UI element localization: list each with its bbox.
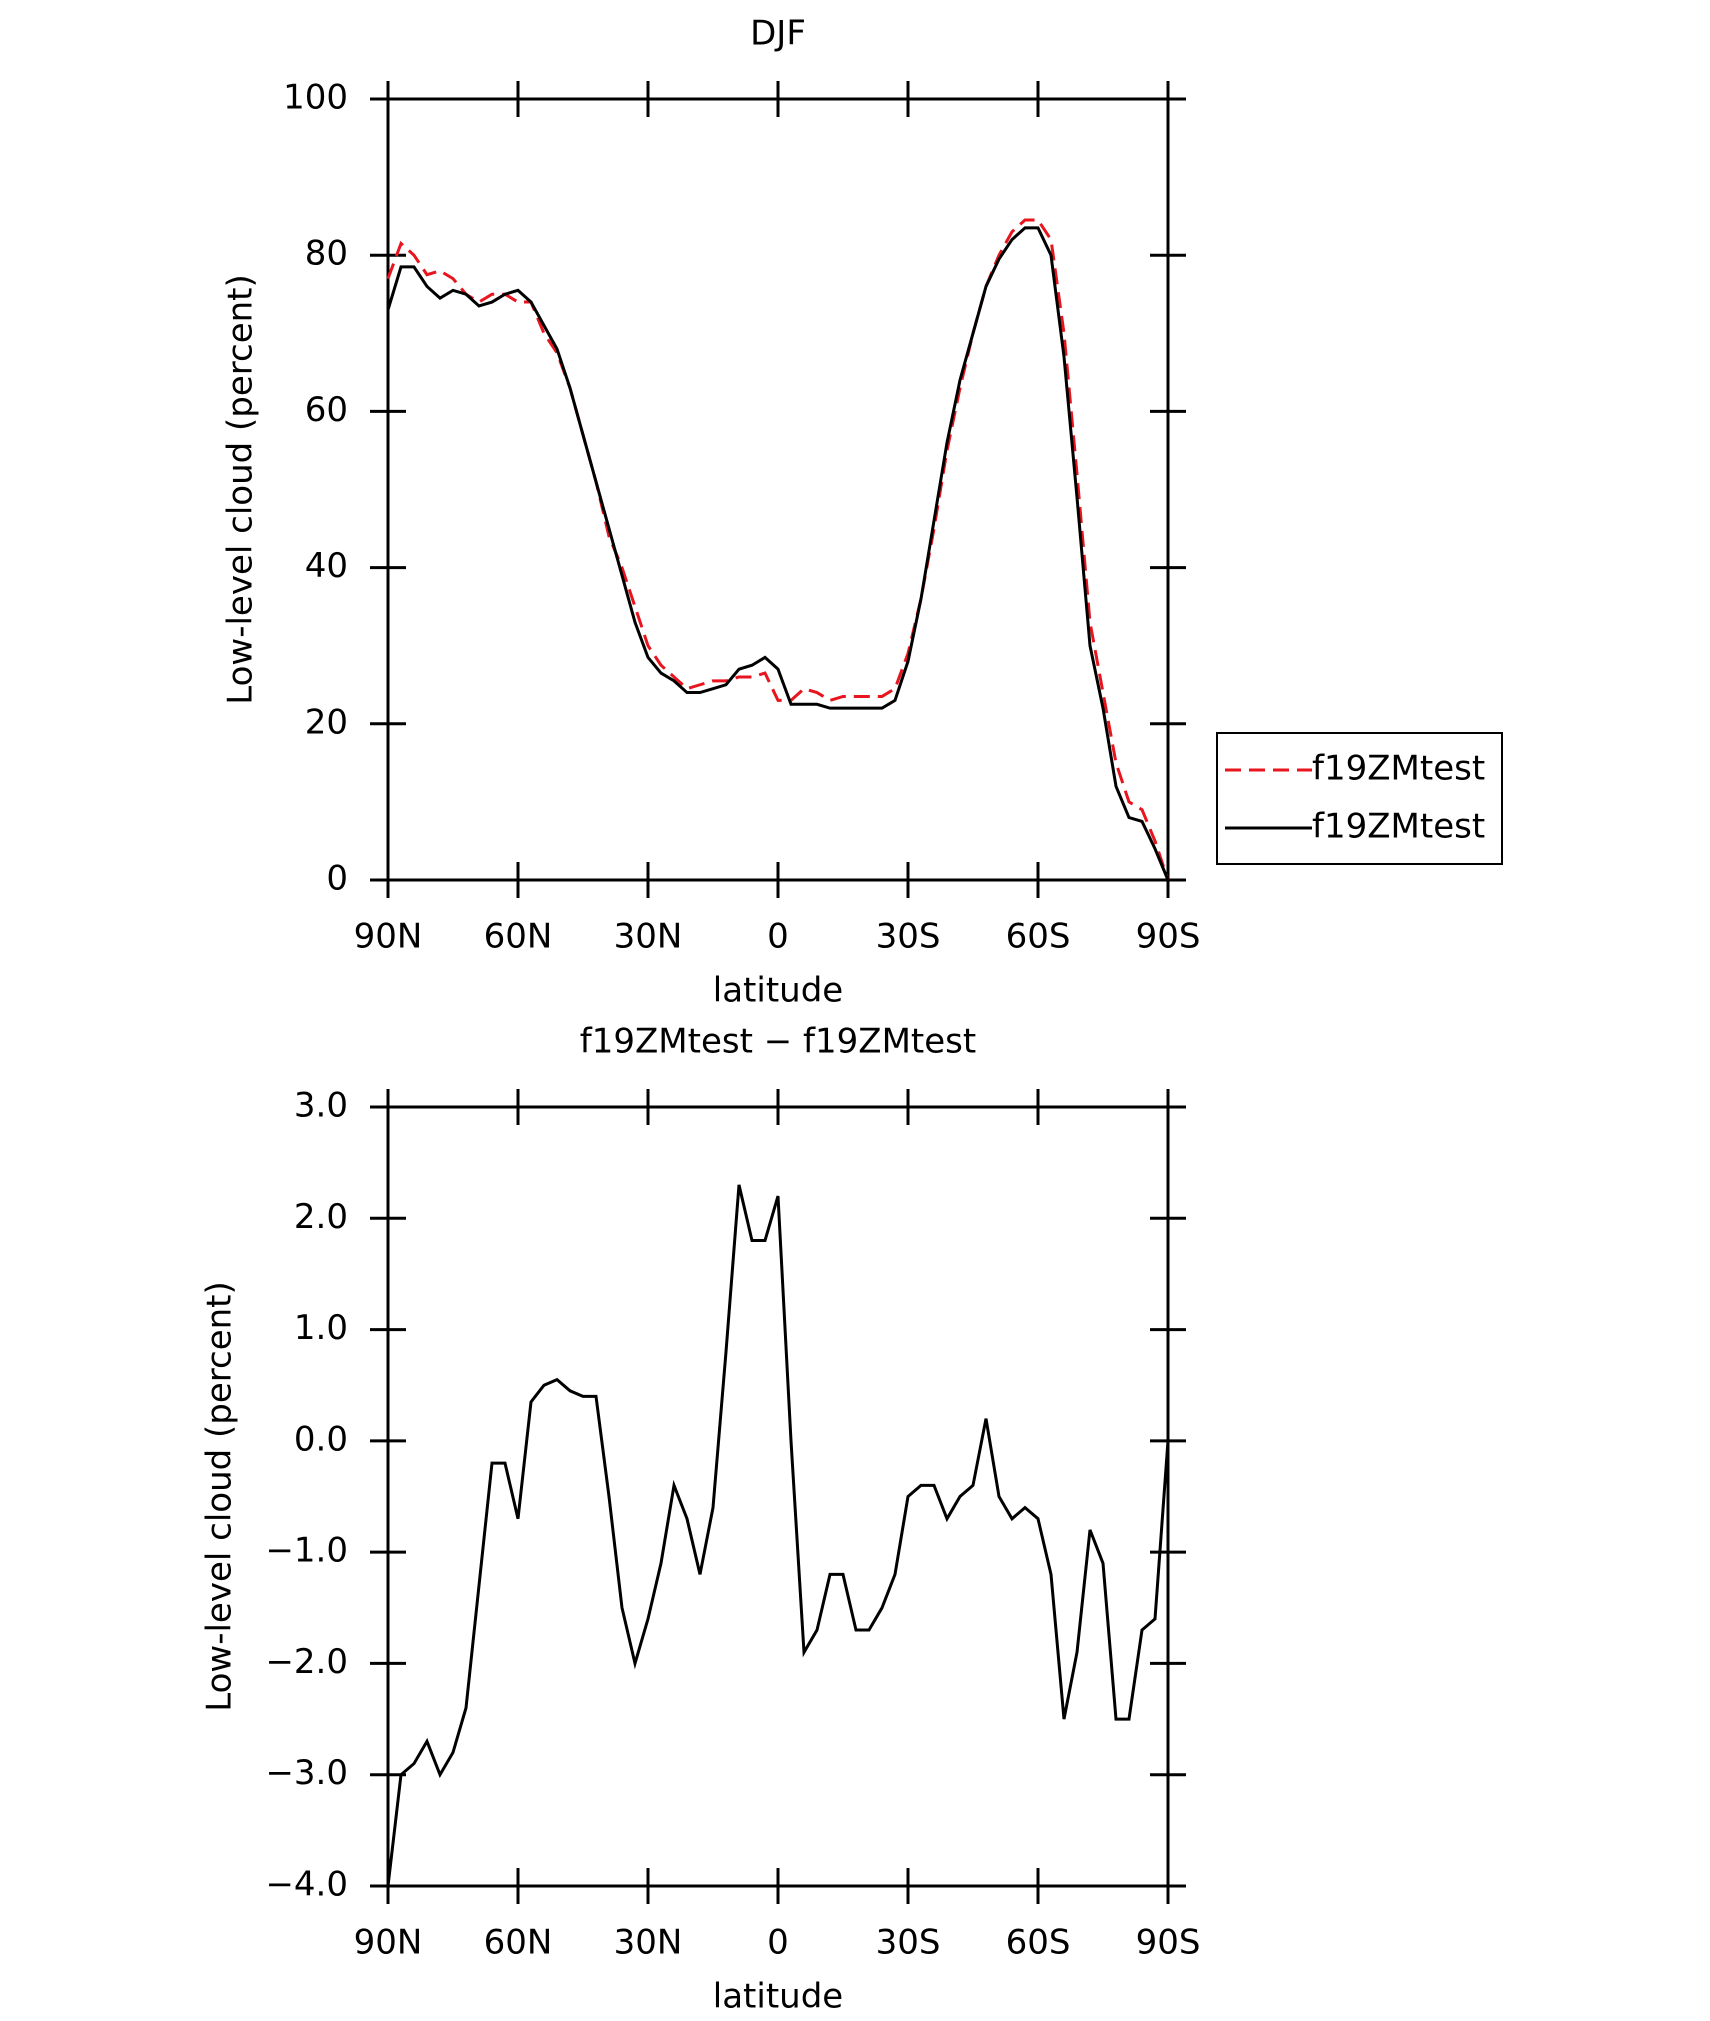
plot-frame (386, 97, 1170, 882)
y-axis-label: Low-level cloud (percent) (200, 1281, 240, 1712)
legend-label: f19ZMtest (1312, 807, 1485, 847)
legend-box (1216, 732, 1503, 865)
x-tick-label: 30N (614, 1923, 683, 1963)
chart-title: DJF (750, 14, 806, 54)
y-tick-label: 60 (305, 390, 348, 430)
x-tick-label: 90S (1136, 1923, 1201, 1963)
y-axis-label: Low-level cloud (percent) (221, 274, 261, 705)
x-tick-label: 90N (354, 917, 423, 957)
y-tick-label: −3.0 (265, 1753, 348, 1793)
y-tick-label: 100 (283, 78, 348, 118)
y-tick-label: 40 (305, 546, 348, 586)
x-tick-label: 0 (767, 917, 789, 957)
x-tick-label: 90S (1136, 917, 1201, 957)
y-tick-label: 20 (305, 702, 348, 742)
x-tick-label: 30N (614, 917, 683, 957)
x-tick-label: 30S (876, 917, 941, 957)
legend-label: f19ZMtest (1312, 749, 1485, 789)
y-tick-label: 0.0 (294, 1419, 348, 1459)
x-tick-label: 60N (484, 917, 553, 957)
chart-title: f19ZMtest − f19ZMtest (580, 1022, 976, 1062)
x-tick-label: 30S (876, 1923, 941, 1963)
data-line (386, 218, 1170, 881)
x-tick-label: 0 (767, 1923, 789, 1963)
y-tick-label: −2.0 (265, 1642, 348, 1682)
y-tick-label: −1.0 (265, 1531, 348, 1571)
data-line (386, 1184, 1170, 1887)
y-tick-label: 1.0 (294, 1308, 348, 1348)
y-tick-label: 2.0 (294, 1197, 348, 1237)
x-axis-label: latitude (713, 1977, 843, 2017)
x-tick-label: 60N (484, 1923, 553, 1963)
x-tick-label: 60S (1006, 1923, 1071, 1963)
data-line (386, 226, 1170, 881)
y-tick-label: 3.0 (294, 1086, 348, 1126)
x-tick-label: 60S (1006, 917, 1071, 957)
x-axis-label: latitude (713, 971, 843, 1011)
y-tick-label: −4.0 (265, 1865, 348, 1905)
y-tick-label: 0 (326, 859, 348, 899)
x-tick-label: 90N (354, 1923, 423, 1963)
y-tick-label: 80 (305, 234, 348, 274)
